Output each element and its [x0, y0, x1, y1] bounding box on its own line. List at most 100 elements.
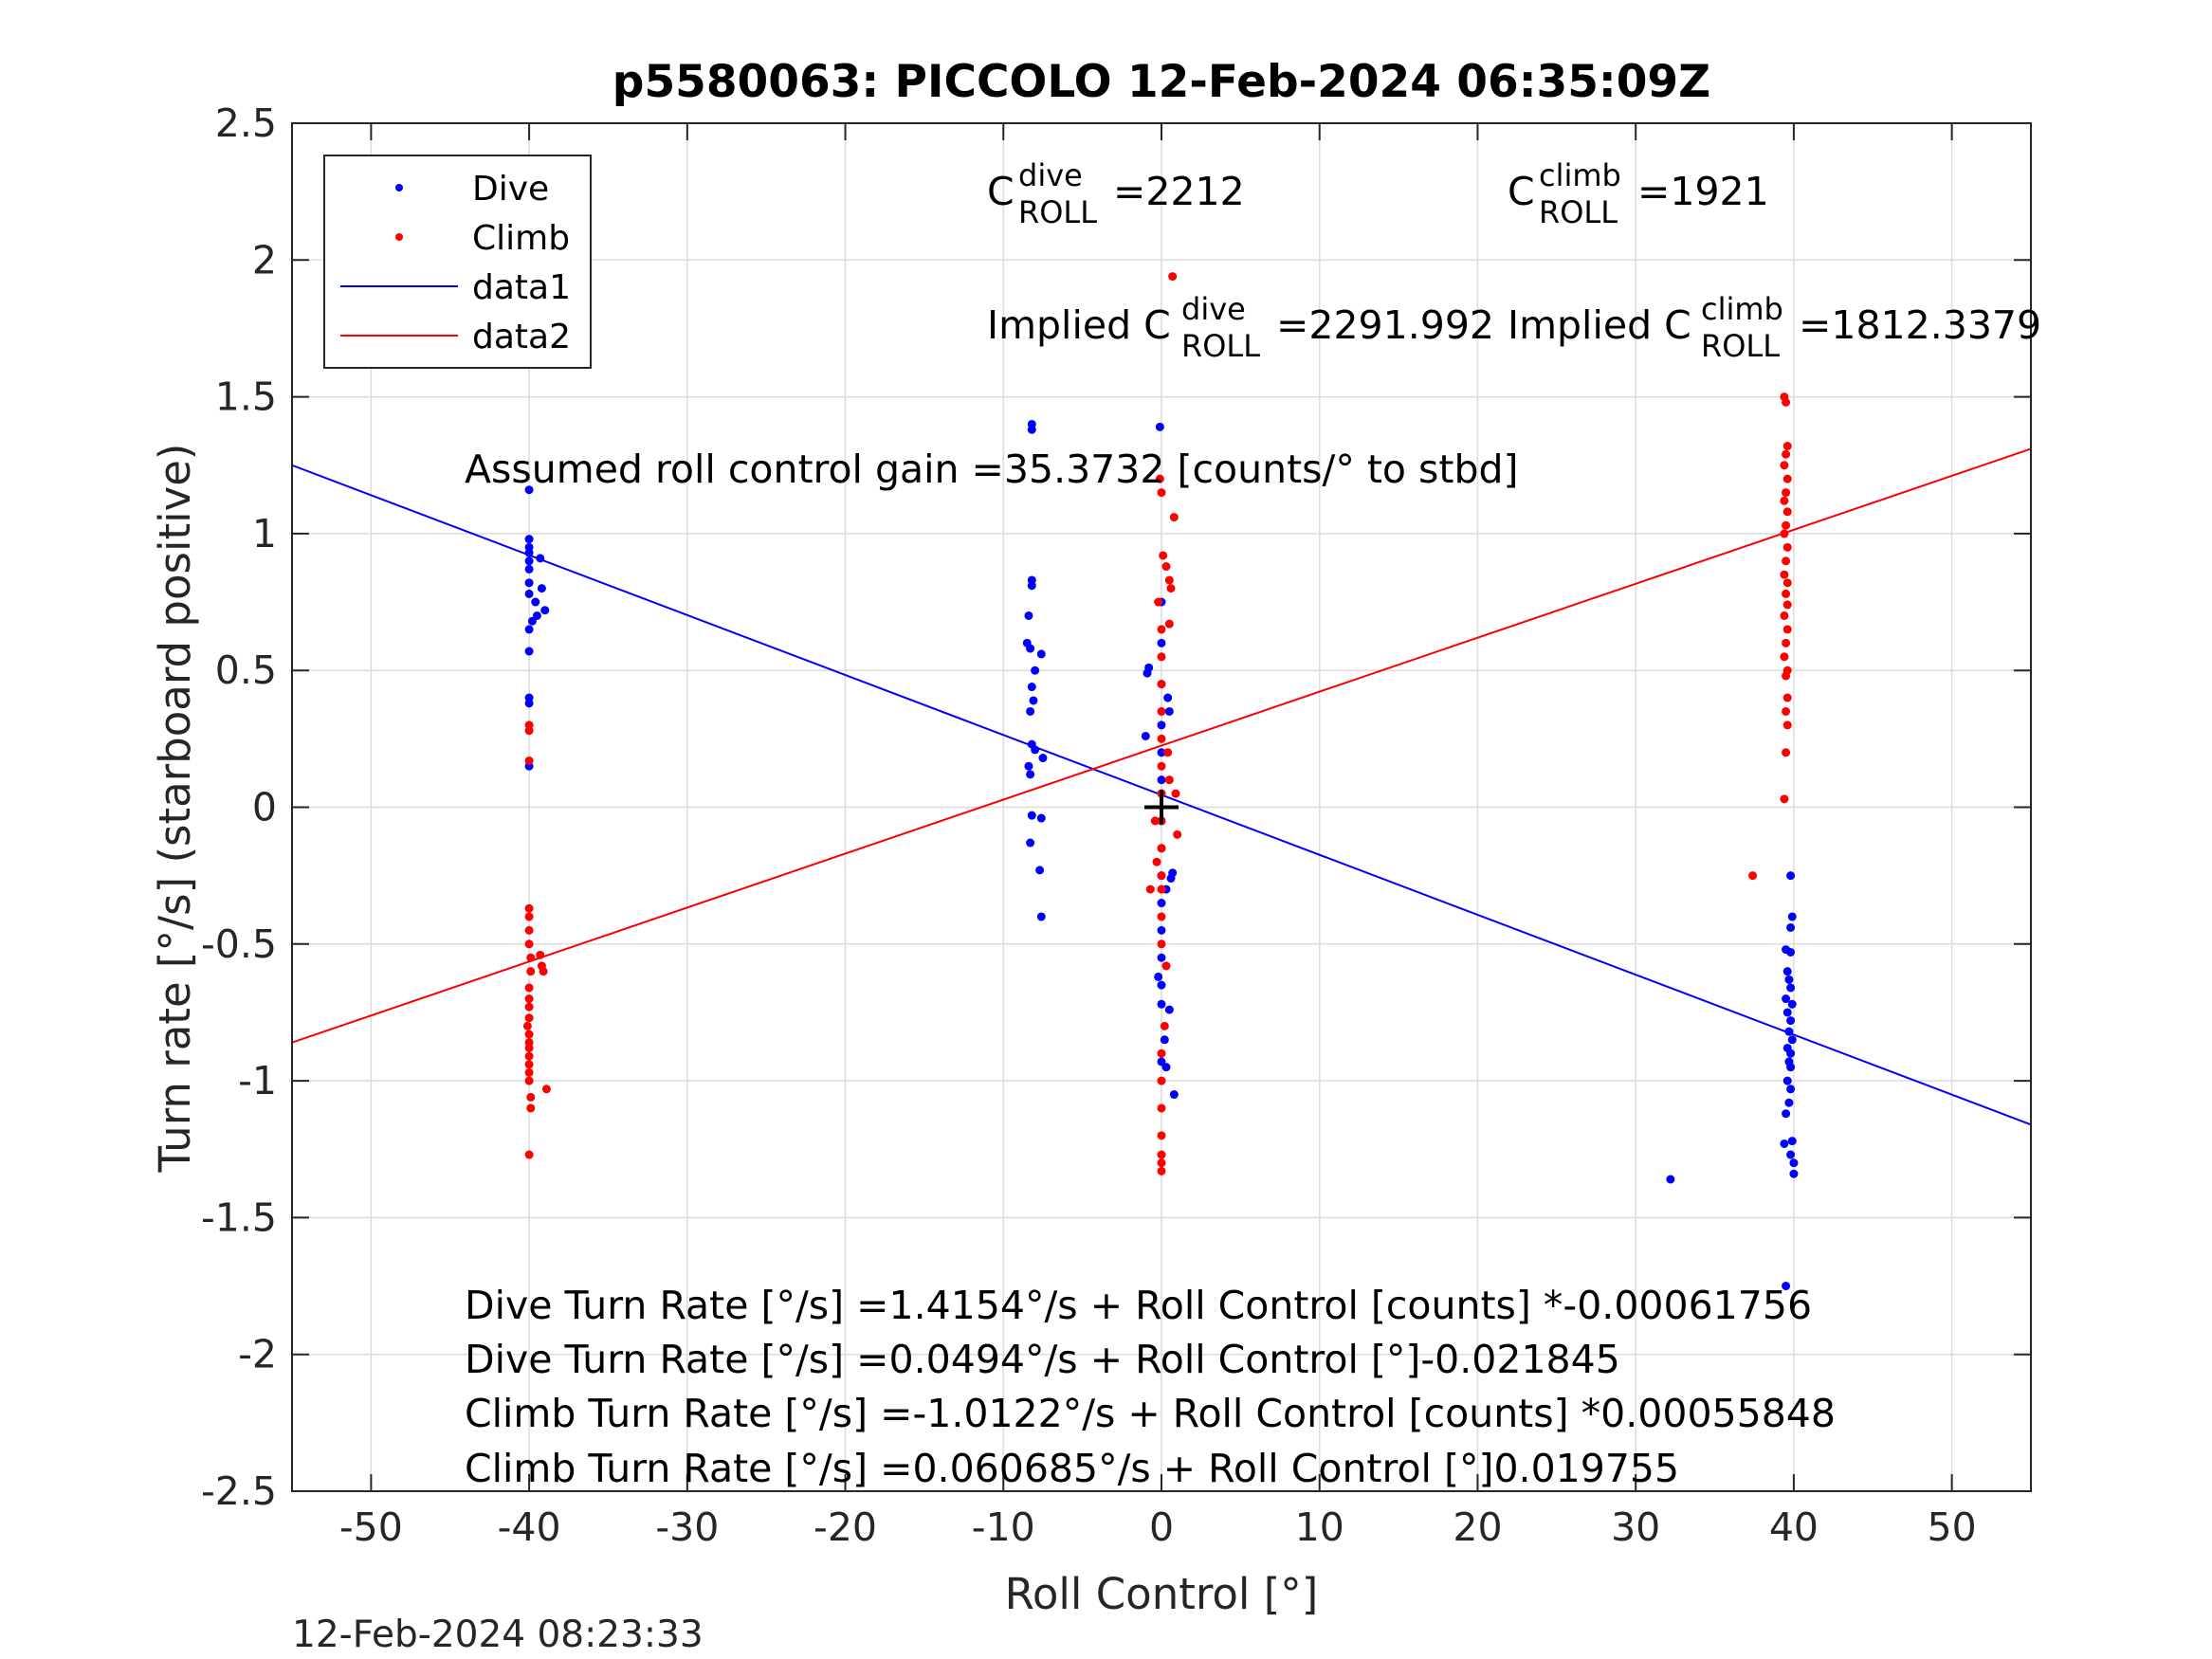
dive-point: [1782, 994, 1791, 1004]
equation-dive-counts: Dive Turn Rate [°/s] =1.4154°/s + Roll C…: [465, 1283, 1812, 1328]
climb-point: [524, 756, 534, 765]
dive-point: [1035, 866, 1045, 875]
dive-point: [1157, 775, 1166, 785]
climb-point: [1157, 1076, 1166, 1085]
legend-dive-label: Dive: [472, 170, 549, 209]
legend-climb-label: Climb: [472, 219, 570, 258]
climb-point: [1164, 575, 1174, 585]
climb-point: [1157, 488, 1166, 498]
dive-point: [1786, 983, 1796, 993]
climb-point: [1782, 671, 1791, 681]
equation-climb-counts: Climb Turn Rate [°/s] =-1.0122°/s + Roll…: [465, 1391, 1836, 1436]
climb-point: [1173, 830, 1182, 839]
y-tick-label: 1.5: [215, 374, 277, 420]
climb-point: [1157, 844, 1166, 853]
dive-point: [524, 589, 534, 598]
climb-point: [1782, 720, 1792, 730]
climb-point: [1782, 442, 1792, 451]
dive-point: [1782, 1076, 1792, 1085]
climb-point: [524, 939, 534, 949]
climb-point: [1157, 1158, 1166, 1168]
climb-point: [1782, 520, 1791, 530]
legend-box: [323, 155, 592, 369]
dive-point: [1026, 770, 1035, 779]
fit-line-data2: [291, 447, 2032, 1044]
c-roll-dive-sub: ROLL: [1018, 194, 1097, 230]
climb-point: [524, 1013, 534, 1023]
climb-point: [524, 1060, 534, 1069]
climb-point: [1782, 542, 1792, 552]
y-tick-label: 2: [252, 237, 277, 283]
climb-point: [1780, 652, 1789, 662]
climb-point: [1782, 589, 1791, 598]
x-axis-label: Roll Control [°]: [1005, 1569, 1319, 1619]
y-tick-label: 1: [252, 511, 277, 556]
climb-point: [524, 912, 534, 921]
legend-dive-marker: [395, 184, 403, 191]
dive-point: [1155, 422, 1164, 431]
dive-point: [1169, 1090, 1179, 1100]
climb-point: [1782, 397, 1791, 407]
legend-climb-marker: [395, 233, 403, 241]
dive-point: [1157, 999, 1166, 1009]
dive-point: [536, 554, 545, 563]
dive-point: [1164, 706, 1174, 716]
dive-point: [524, 535, 534, 544]
dive-point: [1157, 748, 1166, 757]
x-tick-label: -20: [814, 1504, 877, 1550]
climb-point: [1782, 507, 1792, 517]
y-tick-label: -1: [238, 1058, 277, 1103]
dive-point: [1787, 999, 1797, 1009]
dive-point: [1787, 1137, 1797, 1146]
footer-timestamp: 12-Feb-2024 08:23:33: [292, 1613, 704, 1656]
climb-point: [1163, 748, 1173, 757]
dive-point: [1789, 1158, 1799, 1168]
dive-point: [527, 616, 537, 626]
climb-point: [1157, 912, 1166, 921]
dive-point: [1031, 665, 1040, 675]
c-roll-climb-sup: climb: [1539, 157, 1621, 193]
climb-point: [1157, 871, 1166, 881]
climb-point: [1159, 551, 1168, 560]
climb-point: [1782, 449, 1791, 459]
x-tick-label: 30: [1611, 1504, 1660, 1550]
dive-point: [1027, 683, 1036, 692]
dive-point: [1782, 967, 1792, 976]
implied-dive-sub: ROLL: [1181, 328, 1260, 364]
dive-point: [1036, 813, 1046, 823]
climb-point: [1780, 496, 1789, 505]
dive-point: [1789, 1169, 1799, 1178]
dive-point: [1154, 972, 1163, 981]
climb-point: [1780, 794, 1789, 804]
y-tick-label: 0.5: [215, 647, 277, 693]
dive-point: [1787, 912, 1797, 921]
x-tick-label: -10: [972, 1504, 1035, 1550]
data-points: [522, 272, 1799, 1291]
dive-point: [1157, 953, 1166, 962]
x-tick-label: 20: [1453, 1504, 1502, 1550]
dive-point: [1038, 754, 1048, 763]
dive-point: [524, 647, 534, 656]
climb-point: [1154, 597, 1163, 607]
climb-point: [1782, 706, 1791, 716]
c-roll-climb-sub: ROLL: [1539, 194, 1618, 230]
climb-point: [526, 953, 536, 962]
climb-point: [1168, 272, 1178, 282]
dive-point: [1024, 611, 1033, 620]
dive-point: [537, 584, 546, 593]
dive-point: [540, 606, 550, 615]
climb-point: [1748, 871, 1758, 881]
climb-point: [1150, 816, 1160, 826]
dive-point: [524, 625, 534, 634]
climb-point: [1157, 761, 1166, 771]
y-tick-labels: 2.5 2 1.5 1 0.5 0 -0.5 -1 -1.5 -2 -2.5: [201, 100, 277, 1514]
climb-point: [1782, 474, 1792, 483]
x-tick-label: 0: [1149, 1504, 1174, 1550]
climb-point: [1157, 1166, 1166, 1176]
climb-point: [1157, 1048, 1166, 1058]
dive-point: [1786, 871, 1796, 881]
climb-point: [1160, 1021, 1169, 1030]
climb-point: [1782, 625, 1792, 634]
x-tick-label: 50: [1928, 1504, 1977, 1550]
